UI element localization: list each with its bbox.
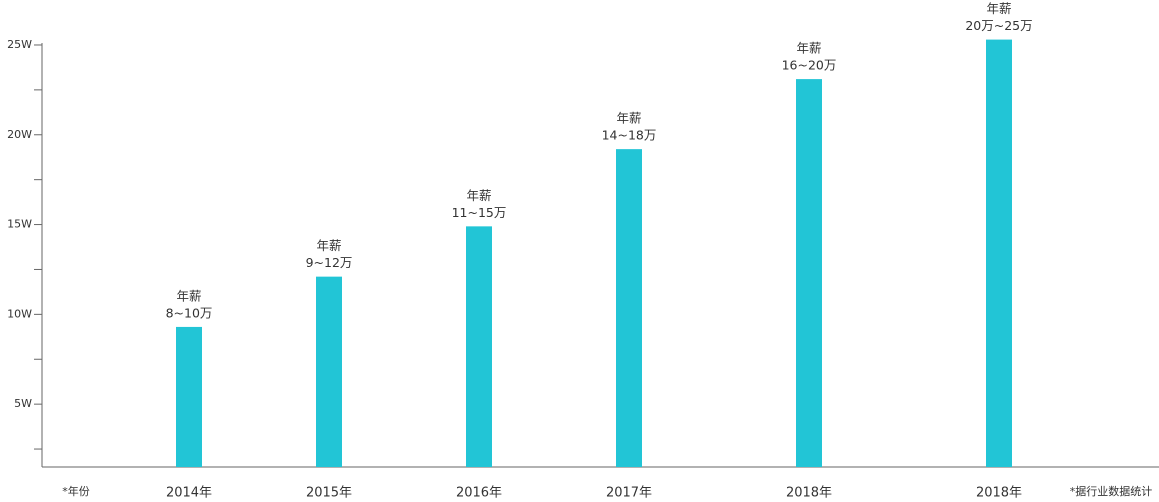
bar-annotation: 20万~25万 — [965, 18, 1032, 33]
bar-annotation: 14~18万 — [602, 128, 657, 143]
bar — [466, 226, 492, 467]
y-tick-label: 5W — [14, 397, 32, 410]
bar — [796, 79, 822, 467]
bar-annotation-title: 年薪 — [986, 1, 1011, 16]
bar-annotation-title: 年薪 — [466, 188, 491, 203]
bar — [176, 326, 202, 467]
bar-annotation: 16~20万 — [782, 58, 837, 73]
bar-annotation-title: 年薪 — [616, 111, 641, 126]
bar — [986, 39, 1012, 467]
x-axis-label: *年份 — [62, 484, 90, 498]
bar-annotation: 11~15万 — [452, 205, 507, 220]
x-tick-label: 2016年 — [456, 486, 502, 501]
x-tick-label: 2015年 — [306, 486, 352, 501]
bar-annotation-title: 年薪 — [796, 41, 821, 56]
bar-annotation: 9~12万 — [306, 255, 353, 270]
source-note: *据行业数据统计 — [1070, 484, 1153, 498]
x-tick-label: 2017年 — [606, 486, 652, 501]
bar-annotation-title: 年薪 — [176, 288, 201, 303]
x-tick-label: 2014年 — [166, 486, 212, 501]
bar-annotation-title: 年薪 — [316, 238, 341, 253]
y-tick-label: 25W — [7, 38, 32, 51]
bar — [616, 149, 642, 467]
bar — [316, 276, 342, 467]
y-tick-label: 20W — [7, 128, 32, 141]
bar-annotation: 8~10万 — [166, 305, 213, 320]
y-tick-label: 15W — [7, 218, 32, 231]
x-tick-label: 2018年 — [976, 486, 1022, 501]
y-tick-label: 10W — [7, 307, 32, 320]
x-tick-label: 2018年 — [786, 486, 832, 501]
